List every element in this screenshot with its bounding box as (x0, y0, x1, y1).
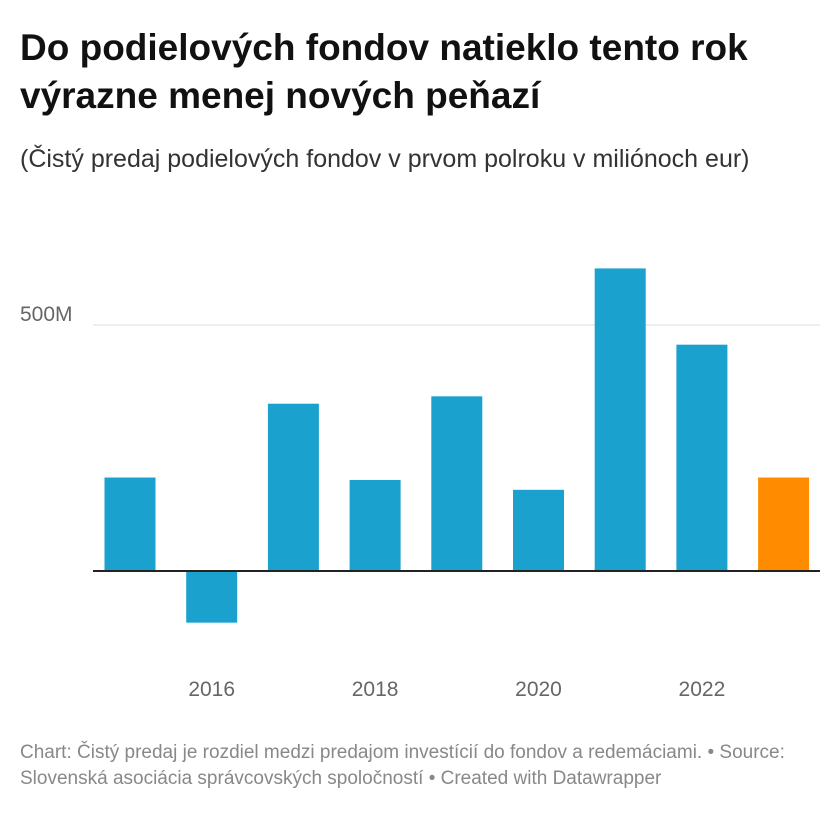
x-tick-label-2022: 2022 (679, 678, 726, 701)
chart-subtitle: (Čistý predaj podielových fondov v prvom… (20, 145, 750, 173)
bar-2021 (594, 268, 646, 571)
chart-footer: Chart: Čistý predaj je rozdiel medzi pre… (20, 740, 820, 792)
footer-source: • Source: Slovenská asociácia správcovsk… (20, 742, 785, 789)
footer-note: Chart: Čistý predaj je rozdiel medzi pre… (20, 742, 703, 763)
bar-2023 (758, 477, 810, 571)
x-tick-label-2016: 2016 (188, 678, 235, 701)
bar-2016 (186, 571, 238, 623)
axis-layer: 500M 2016 2018 2020 2022 (20, 303, 820, 701)
bar-2015 (104, 477, 156, 571)
x-tick-label-2018: 2018 (352, 678, 399, 701)
bar-2022 (676, 344, 728, 571)
bar-2017 (267, 403, 319, 571)
bars-layer (104, 268, 810, 623)
bar-2018 (349, 479, 401, 571)
y-tick-label-0: 500M (20, 303, 73, 326)
bar-2020 (513, 489, 564, 571)
chart-title: Do podielových fondov natieklo tento rok… (20, 27, 748, 116)
bar-chart: 500M 2016 2018 2020 2022 (20, 268, 820, 701)
bar-2019 (431, 396, 483, 571)
x-tick-label-2020: 2020 (515, 678, 562, 701)
